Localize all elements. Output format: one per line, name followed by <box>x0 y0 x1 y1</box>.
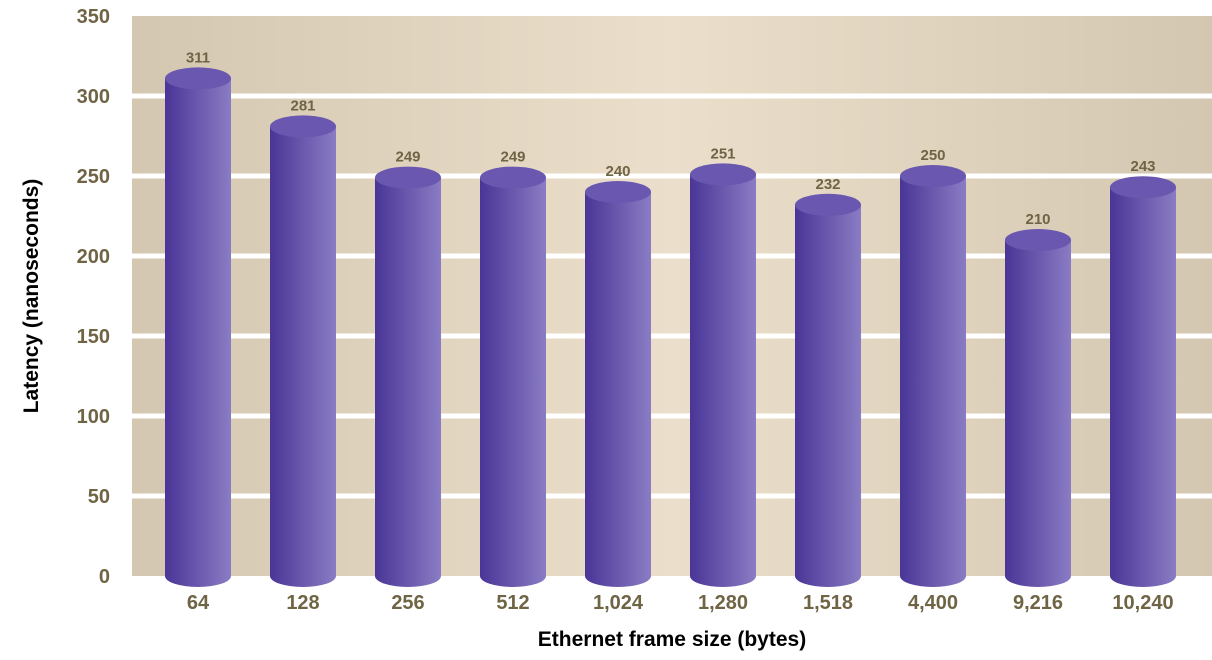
gridlines <box>132 93 1212 499</box>
gridline <box>132 173 1212 179</box>
y-tick-label: 300 <box>77 86 110 108</box>
bar-top <box>690 163 756 186</box>
y-tick-label: 0 <box>99 566 110 588</box>
bar-top <box>375 166 441 189</box>
y-axis-title: Latency (nanoseconds) <box>20 179 43 414</box>
value-label: 232 <box>815 176 840 193</box>
y-tick-label: 150 <box>77 326 110 348</box>
bar-body <box>375 177 441 587</box>
bar: 249 <box>480 149 546 587</box>
bar: 251 <box>690 145 756 587</box>
value-label: 249 <box>500 149 525 166</box>
x-tick-label: 256 <box>391 592 424 614</box>
y-axis-ticks: 0 50 100 150 200 250 300 350 <box>77 6 110 588</box>
y-tick-label: 200 <box>77 246 110 268</box>
x-tick-label: 1,024 <box>593 592 644 614</box>
bar-top <box>900 165 966 187</box>
bars: 311 281 249 249 240 251 232 250 210 243 <box>165 49 1176 588</box>
x-tick-label: 64 <box>187 592 210 614</box>
value-label: 243 <box>1130 158 1155 175</box>
bar-top <box>585 181 651 203</box>
value-label: 210 <box>1025 211 1050 228</box>
gridline <box>132 413 1212 419</box>
bar-body <box>480 177 546 587</box>
x-tick-label: 512 <box>496 592 529 614</box>
value-label: 250 <box>920 147 945 164</box>
value-label: 281 <box>290 97 315 114</box>
x-tick-label: 9,216 <box>1013 592 1063 614</box>
bar-top <box>270 115 336 138</box>
bar-top <box>480 166 546 189</box>
bar-top <box>1110 176 1176 199</box>
bar-body <box>1110 187 1176 587</box>
bar-body <box>1005 240 1071 587</box>
value-label: 249 <box>395 149 420 166</box>
gridline <box>132 493 1212 499</box>
value-label: 311 <box>186 49 210 66</box>
x-axis-title: Ethernet frame size (bytes) <box>538 628 806 651</box>
y-tick-label: 250 <box>77 166 110 188</box>
bar-top <box>795 193 861 216</box>
bar: 243 <box>1110 158 1176 587</box>
bar: 250 <box>900 147 966 587</box>
y-tick-label: 350 <box>77 6 110 28</box>
gridline <box>132 333 1212 339</box>
bar: 232 <box>795 176 861 588</box>
bar-top <box>165 67 231 90</box>
bar: 249 <box>375 149 441 587</box>
bar-body <box>795 204 861 588</box>
gridline <box>132 253 1212 259</box>
y-tick-label: 50 <box>88 486 110 508</box>
x-tick-label: 4,400 <box>908 592 958 614</box>
x-tick-label: 1,518 <box>803 592 853 614</box>
bar: 281 <box>270 97 336 588</box>
bar: 311 <box>165 49 231 588</box>
bar-body <box>900 176 966 587</box>
bar-body <box>270 126 336 588</box>
y-tick-label: 100 <box>77 406 110 428</box>
bar: 210 <box>1005 211 1071 587</box>
bar-body <box>690 174 756 587</box>
x-tick-label: 10,240 <box>1112 592 1173 614</box>
bar-body <box>585 192 651 587</box>
x-tick-label: 128 <box>286 592 319 614</box>
value-label: 240 <box>605 163 630 180</box>
bar: 240 <box>585 163 651 587</box>
value-label: 251 <box>710 145 735 162</box>
bar-body <box>165 78 231 588</box>
x-tick-label: 1,280 <box>698 592 748 614</box>
x-axis-ticks: 64 128 256 512 1,024 1,280 1,518 4,400 9,216 10,2… <box>187 592 1174 614</box>
bar-top <box>1005 229 1071 251</box>
gridline <box>132 93 1212 99</box>
